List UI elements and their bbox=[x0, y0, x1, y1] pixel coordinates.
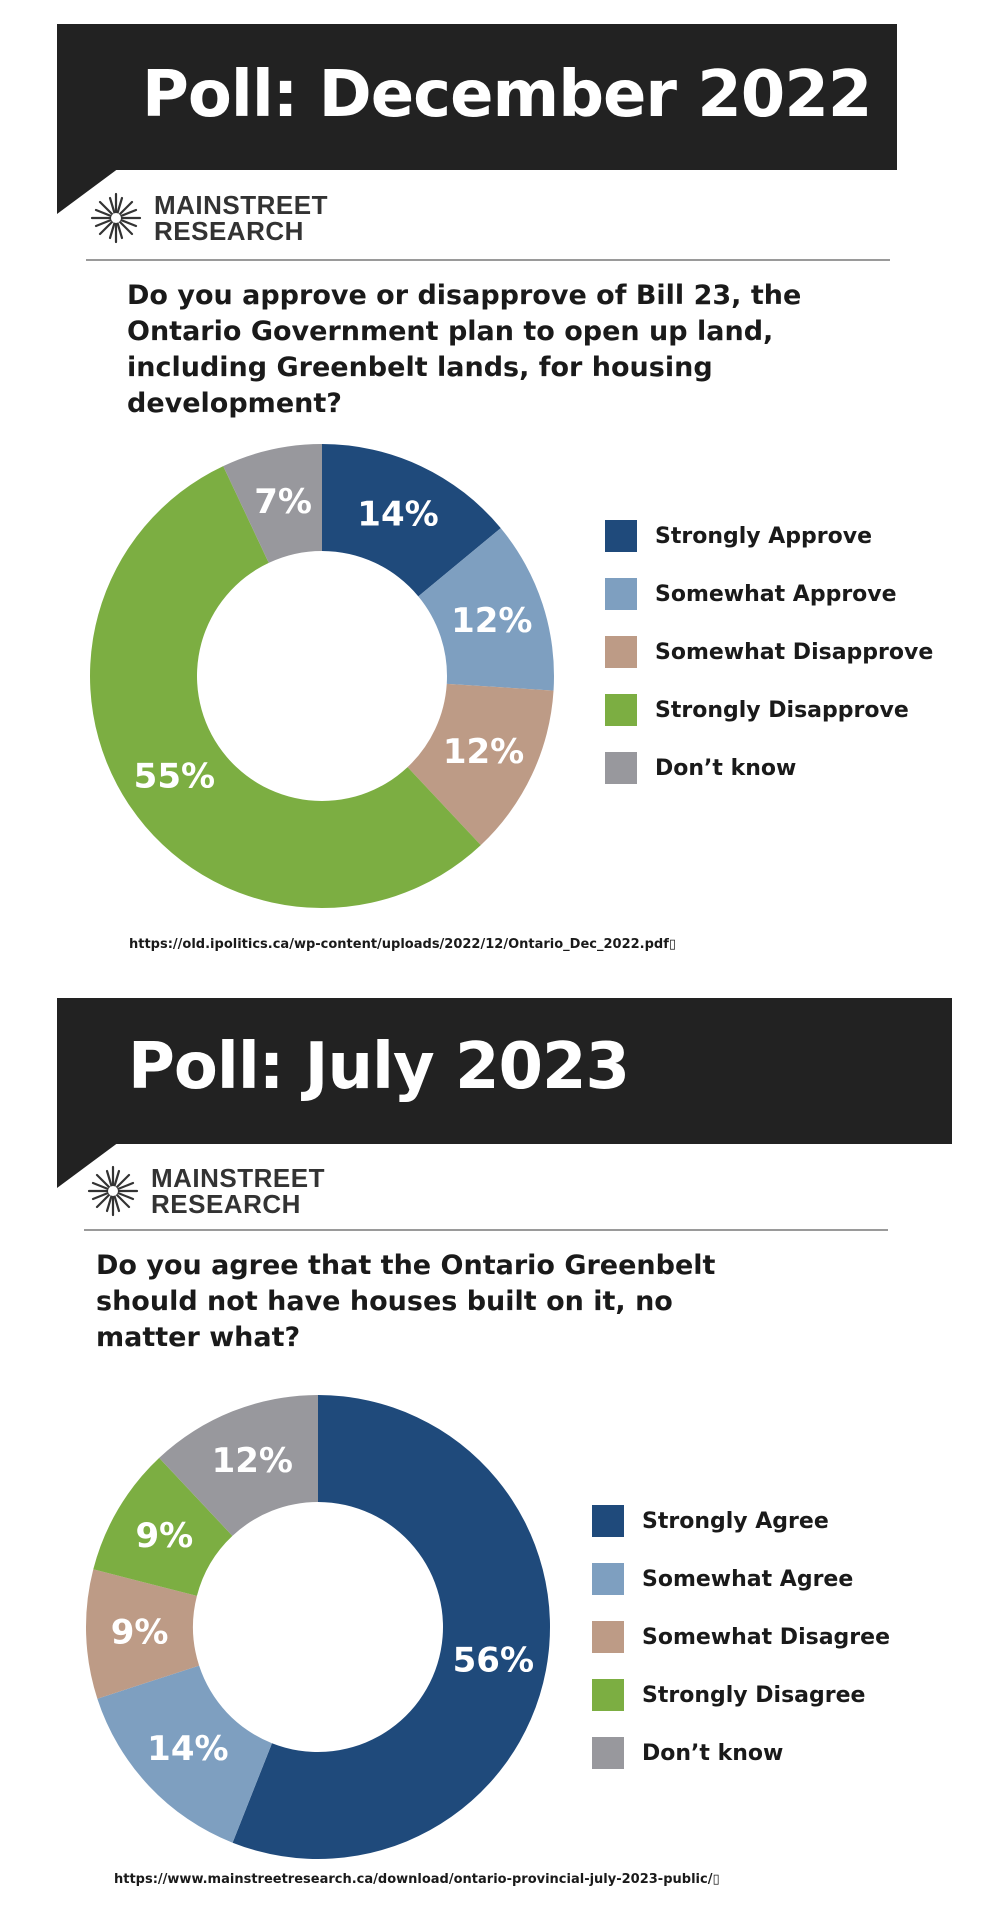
slice-value-label: 12% bbox=[443, 732, 524, 772]
legend-item-don-t-know: Don’t know bbox=[592, 1737, 783, 1769]
legend-label: Strongly Agree bbox=[642, 1508, 829, 1534]
legend-swatch bbox=[592, 1563, 624, 1595]
mainstreet-star-icon bbox=[87, 1165, 139, 1217]
logo-line-1: MAINSTREET bbox=[154, 190, 328, 220]
donut-slice-somewhat-agree bbox=[97, 1665, 272, 1843]
legend-item-somewhat-approve: Somewhat Approve bbox=[605, 578, 897, 610]
legend-label: Strongly Approve bbox=[655, 523, 873, 549]
legend-swatch bbox=[592, 1505, 624, 1537]
legend-swatch bbox=[592, 1621, 624, 1653]
banner-title: Poll: December 2022 bbox=[142, 58, 872, 132]
donut-slice-strongly-agree bbox=[232, 1395, 551, 1859]
legend-label: Somewhat Disagree bbox=[642, 1624, 890, 1650]
donut-slice-somewhat-approve bbox=[418, 528, 554, 691]
banner-title: Poll: July 2023 bbox=[128, 1030, 630, 1104]
slice-value-label: 9% bbox=[111, 1613, 169, 1653]
donut-chart: 14% 12% 12% 55% 7% bbox=[89, 444, 554, 908]
slice-value-label: 14% bbox=[147, 1729, 228, 1769]
banner-notch bbox=[57, 168, 119, 214]
slice-value-label: 14% bbox=[357, 494, 438, 534]
donut-slice-somewhat-disagree bbox=[86, 1569, 200, 1699]
source-url: https://www.mainstreetresearch.ca/downlo… bbox=[114, 1872, 720, 1887]
legend-label: Somewhat Agree bbox=[642, 1566, 854, 1592]
legend-item-strongly-disapprove: Strongly Disapprove bbox=[605, 694, 909, 726]
legend-label: Strongly Disagree bbox=[642, 1682, 866, 1708]
mainstreet-star-icon bbox=[90, 192, 142, 244]
donut-slice-strongly-approve bbox=[322, 444, 501, 597]
donut-slice-somewhat-disapprove bbox=[407, 683, 554, 846]
legend-label: Somewhat Disapprove bbox=[655, 639, 934, 665]
slice-value-label: 7% bbox=[254, 482, 312, 522]
slice-value-label: 56% bbox=[453, 1640, 534, 1680]
legend-label: Strongly Disapprove bbox=[655, 697, 909, 723]
question: Do you agree that the Ontario Greenbelt … bbox=[96, 1250, 716, 1353]
donut-slice-strongly-disapprove bbox=[89, 466, 481, 908]
legend-swatch bbox=[605, 578, 637, 610]
banner-notch bbox=[57, 1142, 119, 1188]
poll-section-july-2023: Poll: July 2023 MAINSTREET RESEARCH Do y… bbox=[0, 985, 1002, 1907]
legend-item-strongly-disagree: Strongly Disagree bbox=[592, 1679, 865, 1711]
legend: Strongly Agree Somewhat Agree Somewhat Dis… bbox=[592, 1505, 922, 1775]
legend-label: Somewhat Approve bbox=[655, 581, 897, 607]
logo-line-2: RESEARCH bbox=[151, 1189, 301, 1219]
logo-line-2: RESEARCH bbox=[154, 216, 304, 246]
legend-item-somewhat-agree: Somewhat Agree bbox=[592, 1563, 853, 1595]
legend-swatch bbox=[605, 752, 637, 784]
legend-label: Don’t know bbox=[642, 1740, 784, 1766]
mainstreet-logo: MAINSTREET RESEARCH bbox=[88, 190, 328, 246]
legend-swatch bbox=[605, 636, 637, 668]
divider bbox=[86, 259, 890, 261]
banner bbox=[57, 24, 897, 170]
legend-swatch bbox=[605, 694, 637, 726]
mainstreet-logo: MAINSTREET RESEARCH bbox=[85, 1163, 325, 1219]
slice-value-label: 9% bbox=[135, 1516, 193, 1556]
legend-item-strongly-approve: Strongly Approve bbox=[605, 520, 872, 552]
legend-item-strongly-agree: Strongly Agree bbox=[592, 1505, 829, 1537]
donut-chart: 56% 14% 9% 9% 12% bbox=[86, 1395, 551, 1859]
donut-slice-don-t-know bbox=[223, 444, 322, 563]
legend-item-somewhat-disagree: Somewhat Disagree bbox=[592, 1621, 890, 1653]
donut-slice-strongly-disagree bbox=[93, 1457, 233, 1596]
logo-line-1: MAINSTREET bbox=[151, 1163, 325, 1193]
legend-item-somewhat-disapprove: Somewhat Disapprove bbox=[605, 636, 933, 668]
legend-item-don-t-know: Don’t know bbox=[605, 752, 796, 784]
legend-swatch bbox=[592, 1737, 624, 1769]
banner bbox=[57, 998, 952, 1144]
legend-swatch bbox=[605, 520, 637, 552]
poll-section-december-2022: Poll: December 2022 MAINSTREET RESEARCH … bbox=[57, 24, 935, 952]
slice-value-label: 12% bbox=[212, 1441, 293, 1481]
legend-swatch bbox=[592, 1679, 624, 1711]
slice-value-label: 55% bbox=[134, 756, 215, 796]
donut-slice-don-t-know bbox=[159, 1395, 318, 1536]
question: Do you approve or disapprove of Bill 23,… bbox=[127, 280, 802, 419]
source-url: https://old.ipolitics.ca/wp-content/uplo… bbox=[129, 937, 677, 952]
legend: Strongly Approve Somewhat Approve Somewhat… bbox=[605, 520, 935, 790]
slice-value-label: 12% bbox=[451, 601, 532, 641]
divider bbox=[84, 1229, 888, 1231]
legend-label: Don’t know bbox=[655, 755, 797, 781]
